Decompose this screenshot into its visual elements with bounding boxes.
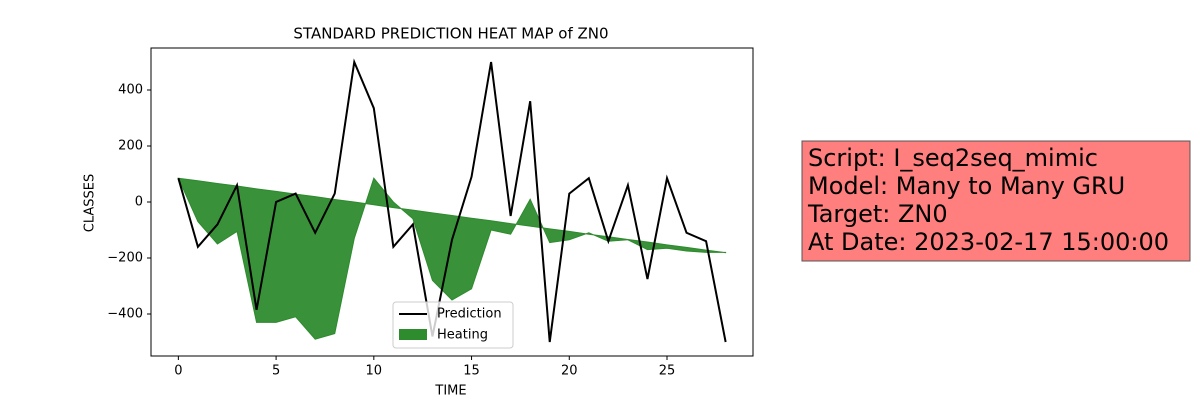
- annotation-box: [801, 140, 1191, 262]
- x-tick-label: 10: [366, 364, 383, 379]
- x-tick-label: 25: [659, 364, 676, 379]
- y-tick-label: 0: [135, 195, 143, 210]
- x-tick-label: 20: [561, 364, 578, 379]
- chart-title: STANDARD PREDICTION HEAT MAP of ZN0: [293, 25, 608, 43]
- annotation-line: Script: I_seq2seq_mimic: [808, 144, 1098, 172]
- annotation-line: Target: ZN0: [807, 200, 948, 228]
- area: [177, 177, 727, 340]
- y-tick-label: −200: [107, 251, 143, 266]
- x-tick-label: 0: [174, 364, 182, 379]
- y-tick-label: 400: [118, 83, 143, 98]
- annotation-line: At Date: 2023-02-17 15:00:00: [808, 228, 1169, 256]
- line: [177, 58, 727, 343]
- y-tick-label: 200: [118, 139, 143, 154]
- y-axis-label: CLASSES: [83, 174, 98, 232]
- x-tick-label: 15: [463, 364, 480, 379]
- x-axis-label: TIME: [434, 384, 466, 399]
- legend-label: Heating: [437, 328, 488, 343]
- legend-swatch: [399, 329, 427, 340]
- annotation-line: Model: Many to Many GRU: [808, 172, 1125, 200]
- x-tick-label: 5: [272, 364, 280, 379]
- legend-label: Prediction: [437, 307, 502, 322]
- y-tick-label: −400: [107, 307, 143, 322]
